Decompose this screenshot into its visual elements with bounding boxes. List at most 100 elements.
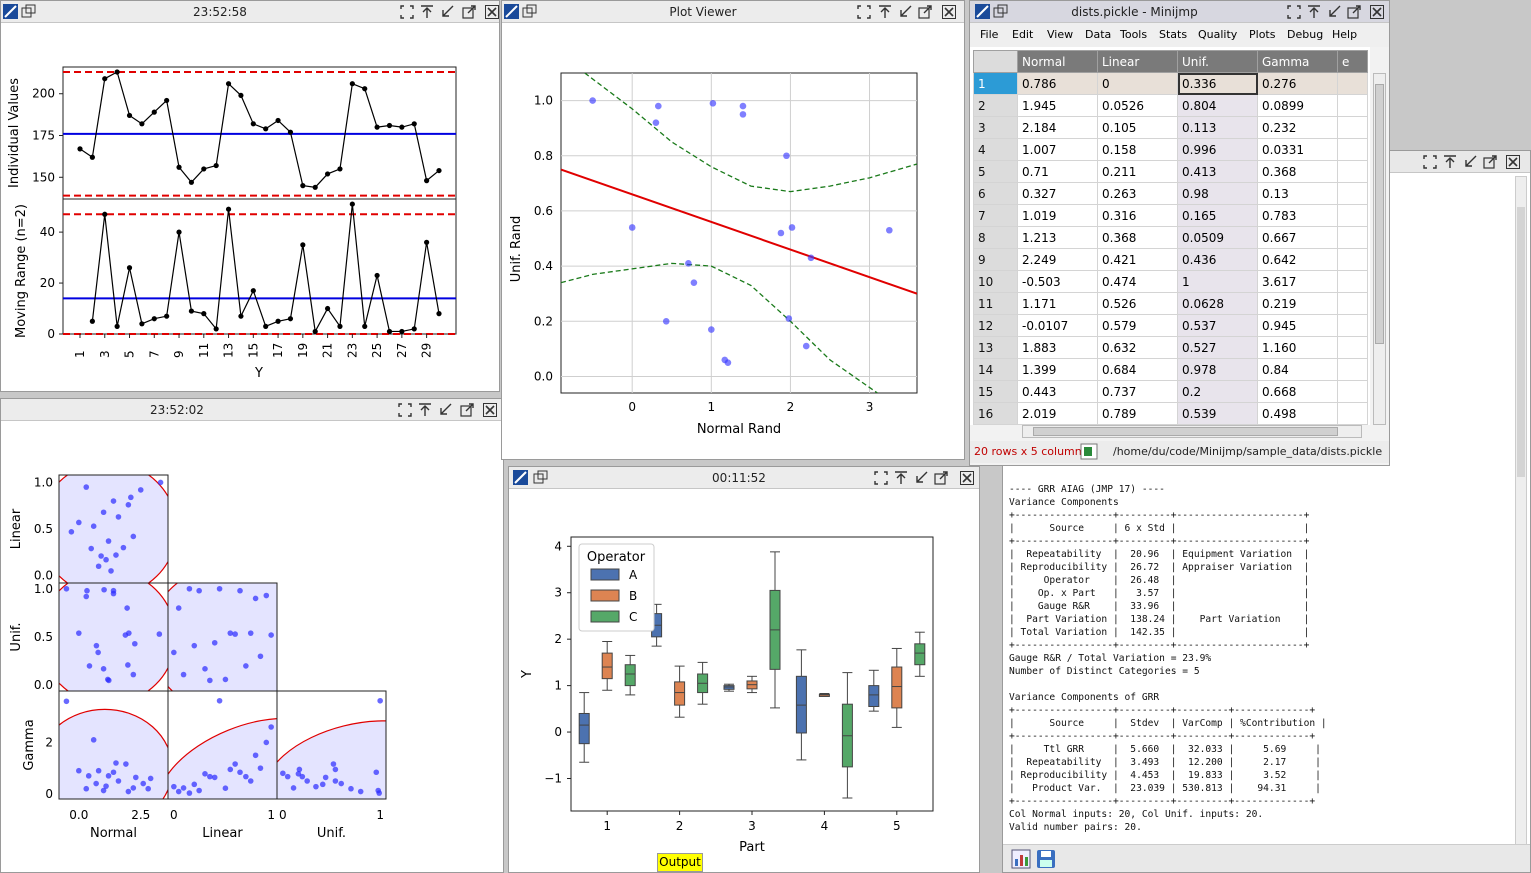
table-row[interactable]: 13 1.883 0.632 0.527 1.160 <box>973 336 1368 359</box>
minimize-icon[interactable] <box>1463 155 1477 169</box>
restore-icon[interactable] <box>533 470 548 485</box>
table-cell[interactable]: 0.667 <box>1257 226 1338 249</box>
menu-data[interactable]: Data <box>1085 28 1112 41</box>
table-cell[interactable] <box>1337 116 1368 139</box>
table-cell[interactable]: 0.327 <box>1017 182 1098 205</box>
window-title-bar[interactable]: dists.pickle - Minijmp <box>970 1 1389 23</box>
table-cell[interactable]: 0.0899 <box>1257 94 1338 117</box>
pin-top-icon[interactable] <box>418 403 432 417</box>
table-cell[interactable]: 0.537 <box>1177 314 1258 337</box>
table-cell[interactable]: 0.211 <box>1097 160 1178 183</box>
col-header-unif[interactable]: Unif. <box>1177 50 1258 73</box>
pin-top-icon[interactable] <box>894 471 908 485</box>
table-cell[interactable]: 0.443 <box>1017 380 1098 403</box>
row-header[interactable]: 1 <box>973 72 1018 95</box>
row-header[interactable]: 9 <box>973 248 1018 271</box>
menu-quality[interactable]: Quality <box>1198 28 1238 41</box>
pin-top-icon[interactable] <box>878 5 892 19</box>
table-cell[interactable] <box>1337 160 1368 183</box>
excel-icon[interactable] <box>1080 443 1098 460</box>
table-cell[interactable] <box>1337 380 1368 403</box>
menu-plots[interactable]: Plots <box>1249 28 1276 41</box>
expand-icon[interactable] <box>1347 5 1361 19</box>
table-cell[interactable]: -0.0107 <box>1017 314 1098 337</box>
table-cell[interactable]: 1.945 <box>1017 94 1098 117</box>
row-header[interactable]: 14 <box>973 358 1018 381</box>
table-cell[interactable]: 1.213 <box>1017 226 1098 249</box>
pin-top-icon[interactable] <box>420 5 434 19</box>
table-row[interactable]: 1 0.786 0 0.336 0.276 <box>973 72 1368 95</box>
minimize-icon[interactable] <box>898 5 912 19</box>
table-row[interactable]: 8 1.213 0.368 0.0509 0.667 <box>973 226 1368 249</box>
output-scrollbar[interactable] <box>1515 176 1527 846</box>
table-row[interactable]: 9 2.249 0.421 0.436 0.642 <box>973 248 1368 271</box>
output-tab[interactable]: Output <box>657 853 703 872</box>
close-icon[interactable] <box>942 5 956 19</box>
table-row[interactable]: 14 1.399 0.684 0.978 0.84 <box>973 358 1368 381</box>
table-cell[interactable]: 0.113 <box>1177 116 1258 139</box>
table-cell[interactable]: 1.883 <box>1017 336 1098 359</box>
table-cell[interactable]: 0.98 <box>1177 182 1258 205</box>
table-cell[interactable]: 0.232 <box>1257 116 1338 139</box>
table-cell[interactable]: 1.399 <box>1017 358 1098 381</box>
window-title-bar[interactable]: 23:52:58 <box>1 1 499 23</box>
table-cell[interactable]: 0.316 <box>1097 204 1178 227</box>
minimize-icon[interactable] <box>440 5 454 19</box>
row-header[interactable]: 2 <box>973 94 1018 117</box>
row-header[interactable]: 5 <box>973 160 1018 183</box>
table-row[interactable]: 15 0.443 0.737 0.2 0.668 <box>973 380 1368 403</box>
table-cell[interactable]: 0.684 <box>1097 358 1178 381</box>
pin-top-icon[interactable] <box>1443 155 1457 169</box>
row-header[interactable]: 12 <box>973 314 1018 337</box>
maximize-icon[interactable] <box>398 403 412 417</box>
table-cell[interactable] <box>1337 402 1368 425</box>
window-title-bar[interactable]: 23:52:02 <box>1 399 503 421</box>
minimize-icon[interactable] <box>1327 5 1341 19</box>
table-cell[interactable]: 0.527 <box>1177 336 1258 359</box>
row-header[interactable]: 15 <box>973 380 1018 403</box>
col-header-e[interactable]: e <box>1337 50 1368 73</box>
table-cell[interactable]: 0.84 <box>1257 358 1338 381</box>
expand-icon[interactable] <box>934 471 948 485</box>
table-cell[interactable]: 0.783 <box>1257 204 1338 227</box>
table-cell[interactable]: 0.0509 <box>1177 226 1258 249</box>
row-header[interactable]: 16 <box>973 402 1018 425</box>
row-header[interactable]: 6 <box>973 182 1018 205</box>
table-row[interactable]: 2 1.945 0.0526 0.804 0.0899 <box>973 94 1368 117</box>
menu-edit[interactable]: Edit <box>1012 28 1034 41</box>
table-cell[interactable]: 0.263 <box>1097 182 1178 205</box>
chart-icon[interactable] <box>1011 849 1031 869</box>
table-cell[interactable]: 0.786 <box>1017 72 1098 95</box>
table-cell[interactable]: 1.007 <box>1017 138 1098 161</box>
table-cell[interactable] <box>1337 94 1368 117</box>
table-cell[interactable]: 0.579 <box>1097 314 1178 337</box>
menu-help[interactable]: Help <box>1332 28 1358 41</box>
close-icon[interactable] <box>1370 5 1384 19</box>
table-cell[interactable]: 1.171 <box>1017 292 1098 315</box>
table-cell[interactable] <box>1337 204 1368 227</box>
table-cell[interactable]: 0.474 <box>1097 270 1178 293</box>
table-cell[interactable] <box>1337 248 1368 271</box>
table-cell[interactable]: 0.632 <box>1097 336 1178 359</box>
row-header[interactable]: 8 <box>973 226 1018 249</box>
table-cell[interactable]: 0.789 <box>1097 402 1178 425</box>
row-header[interactable]: 13 <box>973 336 1018 359</box>
horizontal-scrollbar[interactable] <box>1022 425 1362 438</box>
menu-view[interactable]: View <box>1047 28 1074 41</box>
table-cell[interactable]: 0.0628 <box>1177 292 1258 315</box>
table-row[interactable]: 12 -0.0107 0.579 0.537 0.945 <box>973 314 1368 337</box>
table-cell[interactable]: 2.249 <box>1017 248 1098 271</box>
maximize-icon[interactable] <box>857 5 871 19</box>
table-cell[interactable]: 0.336 <box>1177 72 1258 95</box>
table-cell[interactable]: 0.539 <box>1177 402 1258 425</box>
table-row[interactable]: 7 1.019 0.316 0.165 0.783 <box>973 204 1368 227</box>
row-header-corner[interactable] <box>973 50 1018 73</box>
table-cell[interactable]: 1.019 <box>1017 204 1098 227</box>
table-row[interactable]: 10 -0.503 0.474 1 3.617 <box>973 270 1368 293</box>
table-cell[interactable]: 0.165 <box>1177 204 1258 227</box>
maximize-icon[interactable] <box>1423 155 1437 169</box>
expand-icon[interactable] <box>462 5 476 19</box>
col-header-linear[interactable]: Linear <box>1097 50 1178 73</box>
table-cell[interactable]: 3.617 <box>1257 270 1338 293</box>
table-row[interactable]: 4 1.007 0.158 0.996 0.0331 <box>973 138 1368 161</box>
